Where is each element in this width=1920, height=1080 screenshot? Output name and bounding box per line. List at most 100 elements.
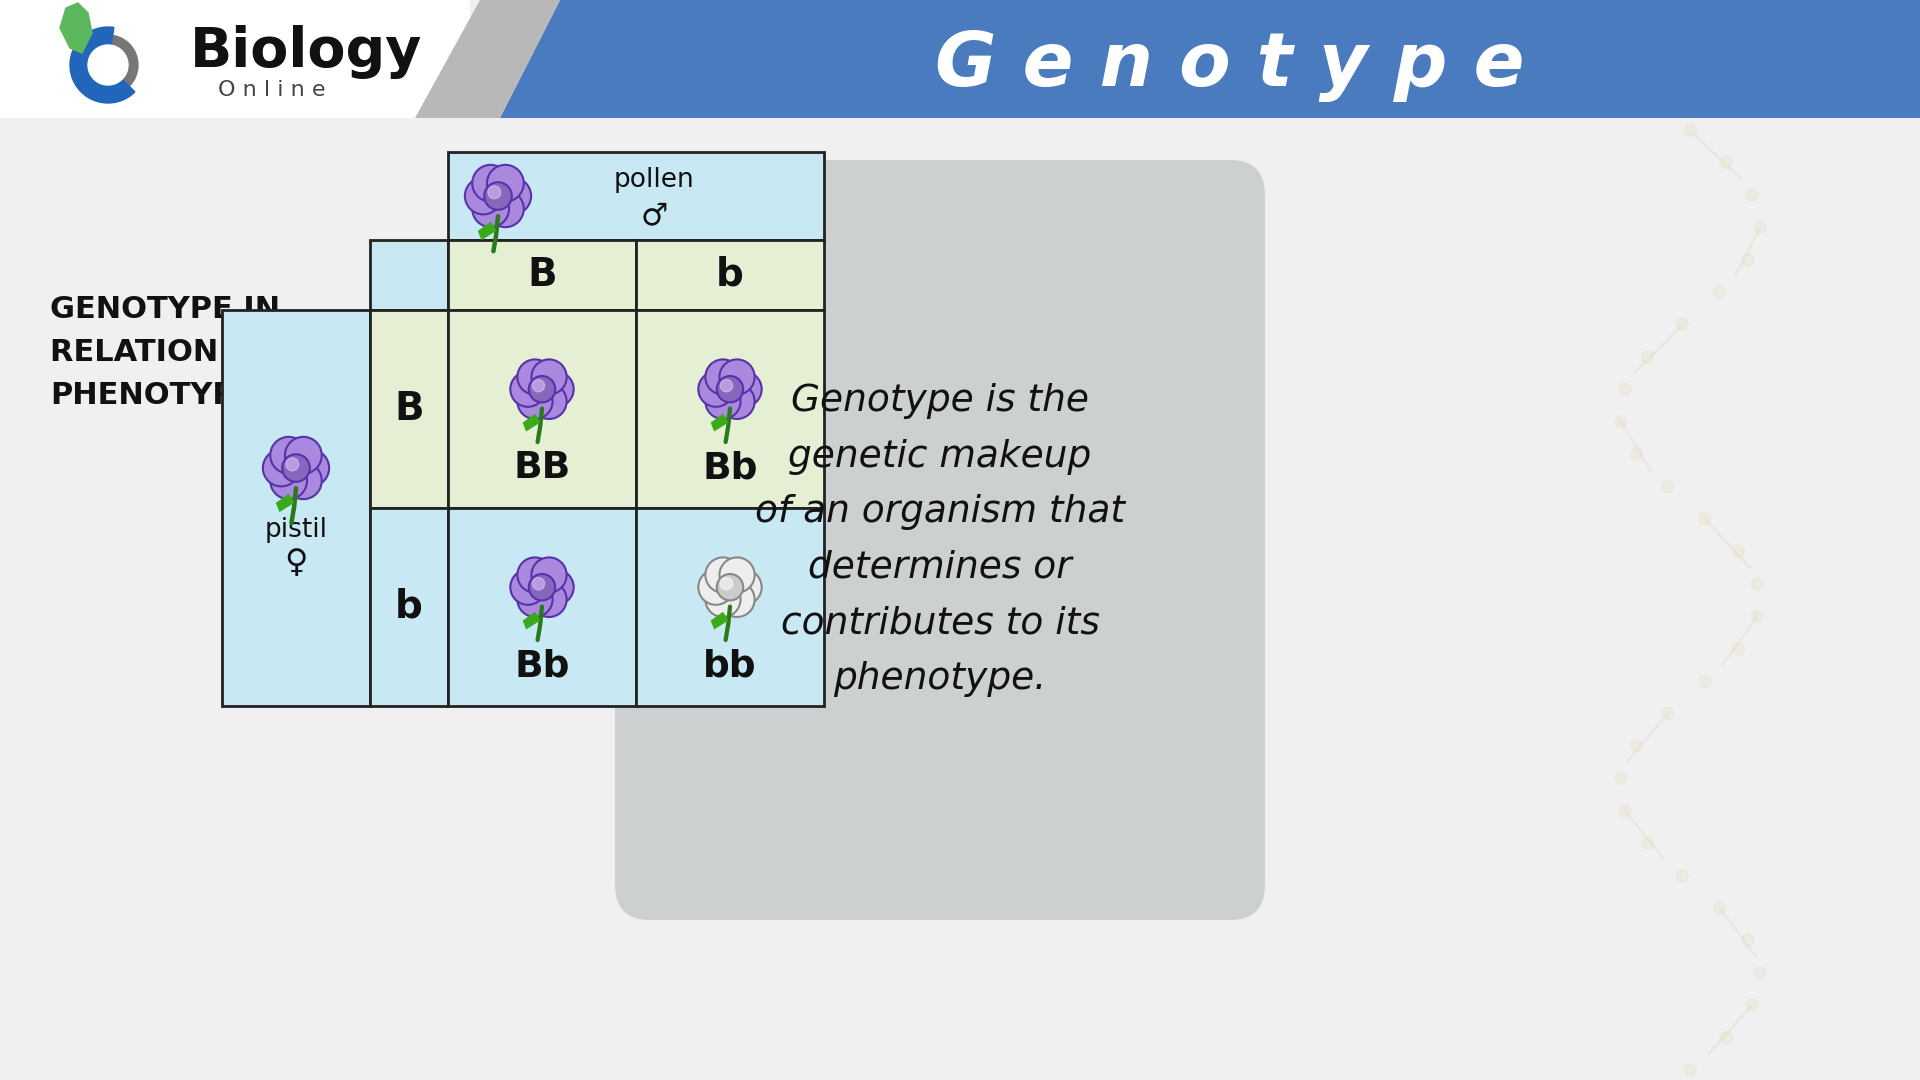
Circle shape <box>1741 934 1755 946</box>
Text: BB: BB <box>513 450 570 486</box>
Circle shape <box>1751 578 1763 590</box>
Circle shape <box>284 436 323 474</box>
Circle shape <box>1732 643 1743 654</box>
Bar <box>447 310 636 508</box>
Circle shape <box>465 177 501 215</box>
Circle shape <box>720 582 755 617</box>
Circle shape <box>511 569 545 605</box>
Text: pistil: pistil <box>265 517 328 543</box>
Polygon shape <box>499 0 1920 118</box>
Circle shape <box>271 462 307 499</box>
Circle shape <box>532 557 566 593</box>
Circle shape <box>484 183 513 210</box>
Circle shape <box>516 360 553 394</box>
Circle shape <box>1615 416 1626 428</box>
Bar <box>636 310 824 508</box>
Bar <box>447 508 636 706</box>
Circle shape <box>1745 189 1759 201</box>
Bar <box>371 508 447 706</box>
Circle shape <box>705 582 741 617</box>
Circle shape <box>1720 157 1732 168</box>
Text: B: B <box>528 256 557 294</box>
Circle shape <box>472 190 509 227</box>
Circle shape <box>1615 772 1626 784</box>
Circle shape <box>1661 481 1674 492</box>
Text: B: B <box>394 390 424 428</box>
Polygon shape <box>69 27 134 103</box>
Circle shape <box>1699 675 1711 687</box>
Circle shape <box>1751 610 1763 622</box>
Polygon shape <box>276 494 294 512</box>
Circle shape <box>1661 707 1674 719</box>
Bar <box>371 240 447 310</box>
Circle shape <box>284 462 323 499</box>
Circle shape <box>282 455 309 482</box>
Circle shape <box>538 372 574 407</box>
Circle shape <box>705 360 741 394</box>
Circle shape <box>699 569 733 605</box>
Text: pollen: pollen <box>614 167 695 193</box>
Circle shape <box>79 35 138 95</box>
Circle shape <box>532 582 566 617</box>
Circle shape <box>488 190 524 227</box>
Circle shape <box>532 379 545 392</box>
Circle shape <box>1630 448 1644 460</box>
FancyBboxPatch shape <box>614 160 1265 920</box>
Circle shape <box>726 569 762 605</box>
Circle shape <box>528 573 555 600</box>
Circle shape <box>699 372 733 407</box>
Circle shape <box>1676 869 1688 881</box>
Text: ♂: ♂ <box>639 201 668 230</box>
Polygon shape <box>710 414 728 431</box>
Circle shape <box>511 372 545 407</box>
Circle shape <box>488 186 501 199</box>
Circle shape <box>1642 351 1653 363</box>
Circle shape <box>532 578 545 590</box>
Text: Bb: Bb <box>515 648 570 685</box>
Circle shape <box>516 557 553 593</box>
Circle shape <box>488 165 524 202</box>
Bar <box>447 240 636 310</box>
Bar <box>223 310 371 706</box>
Circle shape <box>1619 805 1630 816</box>
Bar <box>636 508 824 706</box>
Text: b: b <box>716 256 743 294</box>
Polygon shape <box>522 612 540 630</box>
Circle shape <box>516 383 553 419</box>
Circle shape <box>1745 999 1759 1011</box>
Bar <box>636 240 824 310</box>
Circle shape <box>720 383 755 419</box>
Polygon shape <box>415 0 561 118</box>
Polygon shape <box>478 221 495 240</box>
Circle shape <box>720 557 755 593</box>
Circle shape <box>538 569 574 605</box>
Text: Bb: Bb <box>703 450 758 486</box>
Text: bb: bb <box>703 648 756 685</box>
Polygon shape <box>522 414 540 431</box>
Circle shape <box>716 573 743 600</box>
Circle shape <box>1676 319 1688 330</box>
Bar <box>371 310 447 508</box>
Circle shape <box>271 436 307 474</box>
Text: O n l i n e: O n l i n e <box>219 80 326 100</box>
Text: Genotype is the
genetic makeup
of an organism that
determines or
contributes to : Genotype is the genetic makeup of an org… <box>755 383 1125 697</box>
Text: G e n o t y p e: G e n o t y p e <box>935 28 1524 102</box>
Circle shape <box>286 458 300 471</box>
Polygon shape <box>60 3 92 53</box>
Circle shape <box>720 360 755 394</box>
Circle shape <box>1699 513 1711 525</box>
Circle shape <box>516 582 553 617</box>
Circle shape <box>705 557 741 593</box>
Circle shape <box>1684 1064 1695 1076</box>
Circle shape <box>720 379 733 392</box>
Circle shape <box>1630 740 1644 752</box>
Circle shape <box>1720 1031 1732 1043</box>
Circle shape <box>263 449 300 486</box>
Bar <box>447 152 824 240</box>
Circle shape <box>1753 221 1766 233</box>
Circle shape <box>493 177 532 215</box>
Circle shape <box>1753 967 1766 978</box>
Circle shape <box>1732 545 1743 557</box>
Text: b: b <box>396 588 422 626</box>
Bar <box>0 0 470 118</box>
